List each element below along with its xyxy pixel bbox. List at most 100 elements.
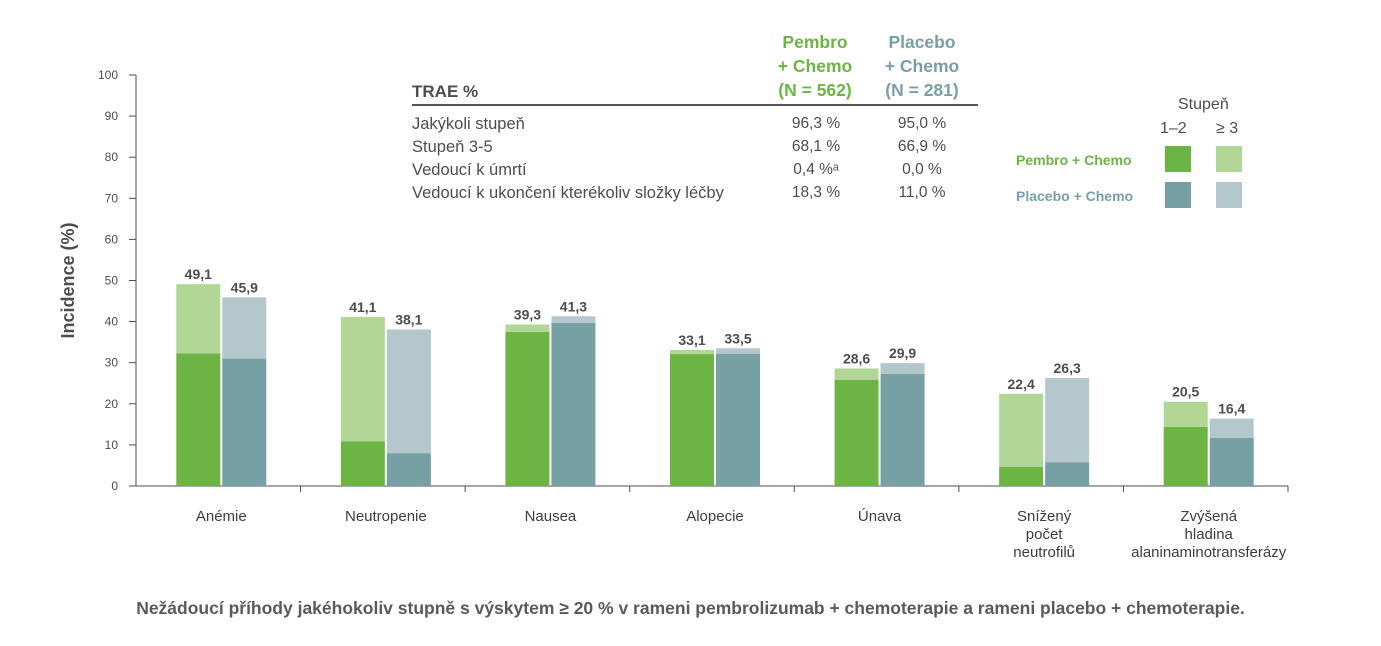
placebo-header-line: + Chemo: [884, 56, 960, 76]
bar-pembro-grade-3: [340, 317, 385, 442]
y-tick-label: 60: [105, 232, 119, 246]
trae-table-title: TRAE %: [412, 82, 479, 101]
placebo-header-line: Placebo: [888, 32, 956, 52]
trae-row: Vedoucí k ukončení kterékoliv složky léč…: [412, 184, 978, 207]
legend-placebo-label: Placebo + Chemo: [1016, 188, 1134, 204]
figure-caption: Nežádoucí příhody jakéhokoliv stupně s v…: [136, 598, 1245, 618]
bar-pembro-grade-1-2: [176, 353, 221, 486]
trae-row-label: Vedoucí k úmrtí: [412, 161, 527, 179]
trae-placebo-value: 0,0 %: [902, 161, 942, 178]
bar-placebo-grade-1-2: [880, 373, 925, 486]
legend-pembro-label: Pembro + Chemo: [1016, 152, 1132, 168]
bar-placebo-grade-1-2: [551, 322, 596, 486]
y-tick-label: 0: [111, 479, 118, 493]
category-label-line: Anémie: [196, 508, 247, 525]
trae-pembro-value: 68,1 %: [791, 138, 841, 155]
bar-value-label-pembro: 39,3: [514, 306, 541, 322]
y-tick-label: 80: [105, 150, 119, 164]
legend-grade-1-2: 1–2: [1160, 120, 1187, 137]
bar-placebo-grade-1-2: [1045, 462, 1090, 486]
bar-pembro-grade-3: [999, 393, 1044, 467]
category-label-line: neutrofilů: [1013, 544, 1075, 561]
bar-value-label-placebo: 33,5: [724, 330, 751, 346]
bar-placebo-grade-1-2: [222, 358, 267, 486]
bar-value-label-pembro: 49,1: [185, 266, 212, 282]
legend-swatch-pembro-1-2: [1165, 146, 1191, 172]
trae-row-label: Vedoucí k ukončení kterékoliv složky léč…: [412, 184, 724, 202]
legend-grade-3: ≥ 3: [1216, 120, 1239, 137]
bar-pembro-grade-3: [670, 349, 714, 355]
category-label: Anémie: [196, 508, 247, 525]
bar-value-label-pembro: 22,4: [1008, 376, 1035, 392]
pembro-header-line: + Chemo: [777, 56, 853, 76]
bar-placebo-grade-3: [716, 348, 760, 354]
category-label-line: Nausea: [525, 508, 577, 525]
y-tick-label: 70: [105, 191, 119, 205]
bar-value-label-pembro: 41,1: [349, 299, 376, 315]
bar-value-label-placebo: 29,9: [889, 345, 916, 361]
bar-placebo-grade-3: [222, 297, 267, 359]
y-tick-label: 20: [105, 397, 119, 411]
category-label-line: Zvýšená: [1180, 508, 1237, 525]
trae-placebo-value: 66,9 %: [897, 138, 947, 155]
trae-row: Stupeň 3-5 68,1 % 66,9 %: [412, 138, 978, 161]
trae-pembro-value: 0,4 %ᵃ: [793, 161, 839, 178]
legend: Stupeň 1–2 ≥ 3 Pembro + Chemo Placebo + …: [1000, 94, 1260, 214]
y-tick-label: 40: [105, 315, 119, 329]
pembro-header-line: (N = 562): [778, 80, 852, 100]
bar-pembro-grade-1-2: [834, 379, 879, 486]
legend-swatch-placebo-1-2: [1165, 182, 1191, 208]
legend-swatch-pembro-3: [1216, 146, 1242, 172]
category-label-line: hladina: [1185, 526, 1234, 543]
category-label: Únava: [858, 508, 902, 525]
category-label-line: Únava: [858, 508, 902, 525]
y-tick-label: 30: [105, 356, 119, 370]
trae-table-header: TRAE % Pembro + Chemo (N = 562) Placebo …: [412, 32, 978, 106]
trae-pembro-value: 96,3 %: [791, 115, 841, 132]
category-label: Neutropenie: [345, 508, 427, 525]
y-tick-label: 50: [105, 274, 119, 288]
y-tick-label: 10: [105, 438, 119, 452]
category-label-line: Alopecie: [686, 508, 744, 525]
pembro-column-header: Pembro + Chemo (N = 562): [767, 30, 863, 102]
bar-placebo-grade-3: [386, 329, 431, 454]
bar-placebo-grade-3: [880, 363, 925, 374]
trae-placebo-value: 11,0 %: [898, 184, 946, 201]
bar-placebo-grade-3: [1209, 418, 1254, 438]
bar-placebo-grade-1-2: [386, 453, 431, 486]
placebo-header-line: (N = 281): [885, 80, 959, 100]
bar-placebo-grade-1-2: [1209, 437, 1254, 486]
y-tick-label: 100: [98, 68, 118, 82]
bar-placebo-grade-3: [551, 316, 596, 323]
y-axis-label: Incidence (%): [58, 222, 78, 338]
trae-pembro-value: 18,3 %: [791, 184, 841, 201]
y-tick-label: 90: [105, 109, 119, 123]
bar-value-label-pembro: 33,1: [678, 332, 705, 348]
pembro-header-line: Pembro: [782, 32, 848, 52]
trae-row: Vedoucí k úmrtí 0,4 %ᵃ 0,0 %: [412, 161, 978, 184]
bar-value-label-placebo: 26,3: [1054, 360, 1081, 376]
bar-pembro-grade-3: [1163, 401, 1208, 427]
bar-placebo-grade-1-2: [716, 353, 760, 486]
trae-row-label: Jakýkoli stupeň: [412, 115, 525, 133]
bar-value-label-placebo: 41,3: [560, 298, 587, 314]
category-label: Nausea: [525, 508, 577, 525]
category-label: Zvýšená hladina alaninaminotransferázy: [1131, 508, 1287, 561]
bar-value-label-placebo: 38,1: [395, 311, 422, 327]
category-label: Snížený počet neutrofilů: [1013, 508, 1075, 561]
bar-value-label-pembro: 28,6: [843, 350, 870, 366]
bar-pembro-grade-1-2: [1163, 426, 1208, 486]
category-label-line: Neutropenie: [345, 508, 427, 525]
bar-value-label-placebo: 16,4: [1218, 401, 1245, 417]
bar-value-label-pembro: 20,5: [1172, 384, 1199, 400]
bar-placebo-grade-3: [1045, 377, 1090, 463]
bar-pembro-grade-3: [176, 284, 221, 354]
category-label-line: počet: [1026, 526, 1064, 543]
legend-swatch-placebo-3: [1216, 182, 1242, 208]
bar-pembro-grade-3: [505, 324, 550, 332]
category-label-line: Snížený: [1017, 508, 1072, 525]
legend-title: Stupeň: [1178, 96, 1229, 113]
bar-pembro-grade-1-2: [999, 466, 1044, 486]
bar-pembro-grade-1-2: [670, 354, 714, 486]
